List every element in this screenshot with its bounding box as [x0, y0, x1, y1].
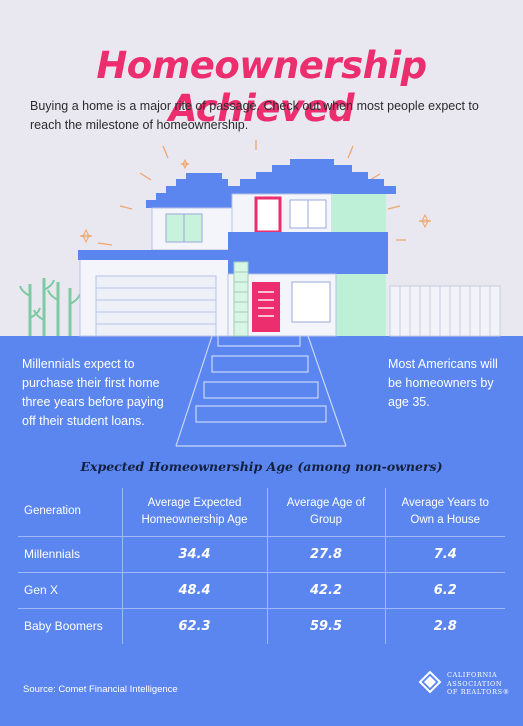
table-row: Millennials 34.4 27.8 7.4	[18, 535, 505, 572]
header-years-to-own: Average Years to Own a House	[384, 488, 505, 536]
row-expected-age: 34.4	[121, 535, 267, 572]
sparkle-icon	[79, 140, 432, 246]
row-generation: Baby Boomers	[18, 607, 122, 644]
bamboo-icon	[19, 278, 81, 336]
header-generation: Generation	[24, 505, 81, 518]
logo-line: CALIFORNIA	[447, 671, 498, 679]
brick-pillar	[233, 261, 249, 337]
source-text: Source: Comet Financial Intelligence	[23, 684, 178, 695]
table-header-row: Generation Average Expected Homeownershi…	[18, 488, 505, 536]
table-row: Baby Boomers 62.3 59.5 2.8	[18, 607, 505, 644]
logo-line: ASSOCIATION	[447, 679, 503, 688]
garage-roof	[78, 250, 232, 260]
car-logo-icon	[418, 670, 442, 694]
header-group-age: Average Age of Group	[266, 488, 385, 536]
row-expected-age: 62.3	[121, 607, 267, 644]
fence-icon	[389, 285, 501, 337]
logo-text: CALIFORNIA ASSOCIATION OF REALTORS®	[447, 671, 517, 697]
roof-upper-right	[226, 159, 396, 194]
row-group-age: 42.2	[266, 571, 385, 608]
logo-line: OF REALTORS®	[447, 688, 510, 696]
row-years-to-own: 2.8	[384, 607, 505, 644]
table-title: Expected Homeownership Age (among non-ow…	[80, 459, 443, 474]
intro-text: Buying a home is a major rite of passage…	[30, 99, 479, 132]
stairs-icon	[175, 335, 347, 447]
front-door	[252, 282, 280, 332]
row-group-age: 59.5	[266, 607, 385, 644]
header-expected-age: Average Expected Homeownership Age	[121, 488, 267, 536]
row-years-to-own: 7.4	[384, 535, 505, 572]
homeownership-table: Generation Average Expected Homeownershi…	[18, 488, 505, 644]
millennials-note: Millennials expect to purchase their fir…	[22, 357, 164, 428]
porch-band	[228, 232, 388, 274]
roof-upper-left	[146, 173, 254, 208]
row-group-age: 27.8	[266, 535, 385, 572]
upper-door-pink	[254, 196, 282, 234]
americans-note: Most Americans will be homeowners by age…	[388, 357, 498, 409]
row-expected-age: 48.4	[121, 571, 267, 608]
table-row: Gen X 48.4 42.2 6.2	[18, 571, 505, 608]
row-generation: Millennials	[18, 535, 122, 572]
row-years-to-own: 6.2	[384, 571, 505, 608]
row-generation: Gen X	[18, 571, 122, 608]
window-entry	[291, 281, 331, 323]
garage-door	[95, 275, 217, 337]
page-title: Homeownership Achieved	[96, 44, 427, 130]
